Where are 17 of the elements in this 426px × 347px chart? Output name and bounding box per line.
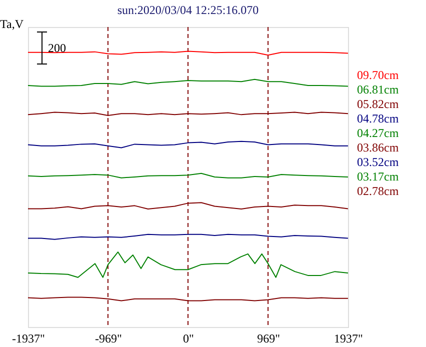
x-tick-label: 1937"	[334, 332, 364, 346]
chart-title: sun:2020/03/04 12:25:16.070	[117, 3, 259, 17]
y-axis-title: Ta,V	[0, 17, 24, 31]
x-tick-label: -1937"	[12, 332, 46, 346]
text: 02.78cm	[357, 184, 400, 198]
series-label: 09.70cm	[357, 68, 400, 82]
text: 03.52cm	[357, 155, 400, 169]
annotation: 200	[48, 41, 66, 55]
series-label: 04.78cm	[357, 112, 400, 126]
series-label: 06.81cm	[357, 82, 400, 96]
text: 04.27cm	[357, 126, 400, 140]
x-tick-label: 969"	[257, 332, 280, 346]
text: 03.17cm	[357, 170, 400, 184]
text: 03.86cm	[357, 140, 400, 154]
series-label: 05.82cm	[357, 97, 400, 111]
x-tick-label: -969"	[95, 332, 122, 346]
x-tick-label: 0"	[183, 332, 194, 346]
